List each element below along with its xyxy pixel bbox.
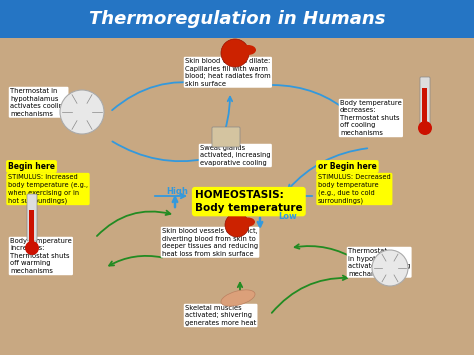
Text: or Begin here: or Begin here [318, 162, 377, 171]
Ellipse shape [221, 290, 255, 306]
Text: HOMEOSTASIS:
Body temperature: HOMEOSTASIS: Body temperature [195, 190, 302, 213]
FancyBboxPatch shape [27, 194, 37, 241]
Text: High: High [166, 187, 188, 196]
Circle shape [372, 250, 408, 286]
FancyBboxPatch shape [212, 127, 240, 147]
Text: Skin blood vessels constrict,
diverting blood from skin to
deeper tissues and re: Skin blood vessels constrict, diverting … [162, 228, 258, 257]
Ellipse shape [241, 218, 255, 226]
Circle shape [418, 121, 432, 135]
Bar [422, 88, 428, 123]
Text: Thermostat in
hypothalamus
activates cooling
mechanisms: Thermostat in hypothalamus activates coo… [10, 88, 67, 116]
Text: Sweat glands
activated, increasing
evaporative cooling: Sweat glands activated, increasing evapo… [200, 145, 271, 166]
Circle shape [221, 39, 249, 67]
Text: Skeletal muscles
activated; shivering
generates more heat: Skeletal muscles activated; shivering ge… [185, 305, 256, 326]
Circle shape [25, 241, 39, 255]
Text: Body temperature
increases:
Thermostat shuts
off warming
mechanisms: Body temperature increases: Thermostat s… [10, 238, 72, 274]
Circle shape [60, 90, 104, 134]
Text: Skin blood vessels dilate:
Capillaries fill with warm
blood; heat radiates from
: Skin blood vessels dilate: Capillaries f… [185, 58, 271, 87]
Text: Begin here: Begin here [8, 162, 55, 171]
FancyBboxPatch shape [420, 77, 430, 124]
Ellipse shape [240, 45, 256, 55]
Text: Thermoregulation in Humans: Thermoregulation in Humans [89, 10, 385, 28]
Text: Low: Low [278, 212, 297, 221]
Text: STIMULUS: Increased
body temperature (e.g.,
when exercising or in
hot surroundin: STIMULUS: Increased body temperature (e.… [8, 174, 88, 203]
FancyBboxPatch shape [0, 0, 474, 38]
Circle shape [225, 213, 249, 237]
Text: Body temperature
decreases:
Thermostat shuts
off cooling
mechanisms: Body temperature decreases: Thermostat s… [340, 100, 402, 136]
Text: Thermostat
in hypothalamus
activates warming
mechanisms: Thermostat in hypothalamus activates war… [348, 248, 410, 277]
Text: STIMULUS: Decreased
body temperature
(e.g., due to cold
surroundings): STIMULUS: Decreased body temperature (e.… [318, 174, 391, 203]
Bar [29, 210, 35, 245]
